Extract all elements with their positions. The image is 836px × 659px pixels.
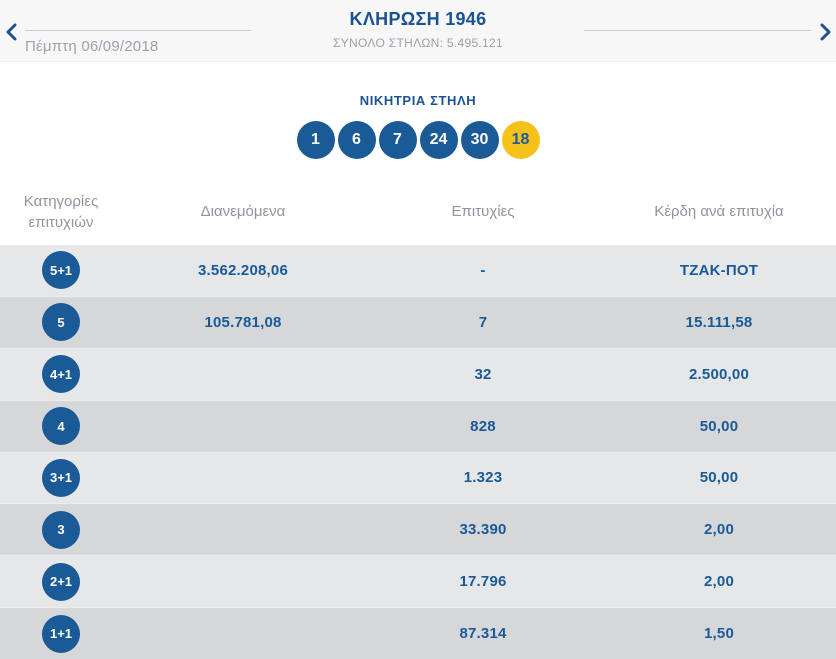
prize-value: 1,50 (704, 625, 734, 643)
winning-numbers: 1 6 7 24 30 18 (0, 121, 836, 159)
category-badge: 1+1 (42, 614, 80, 653)
winners-value: 17.796 (459, 573, 507, 591)
winning-number-ball: 30 (460, 121, 499, 159)
draw-navigation-bar: Πέμπτη 06/09/2018 ΚΛΗΡΩΣΗ 1946 ΣΥΝΟΛΟ ΣΤ… (0, 0, 836, 62)
prize-row-5plus1: 5+1 3.562.208,06 - ΤΖΑΚ-ΠΟΤ (0, 245, 836, 296)
winners-value: - (480, 261, 486, 279)
chevron-right-icon (819, 23, 832, 44)
previous-draw-date: Πέμπτη 06/09/2018 (25, 38, 159, 55)
prize-value: 15.111,58 (685, 313, 753, 331)
category-badge: 2+1 (42, 562, 80, 601)
winners-value: 87.314 (459, 625, 507, 643)
distributed-value: 105.781,08 (204, 313, 282, 331)
col-header-distributed: Διανεμόμενα (200, 203, 286, 221)
prize-row-3: 3 33.390 2,00 (0, 503, 836, 557)
prize-value: 50,00 (699, 417, 739, 435)
prize-value: 2.500,00 (689, 365, 749, 383)
category-badge: 3 (42, 510, 80, 549)
prize-row-1plus1: 1+1 87.314 1,50 (0, 607, 836, 659)
category-badge: 4+1 (42, 355, 80, 394)
previous-draw-button[interactable] (1, 23, 21, 43)
prize-row-4: 4 828 50,00 (0, 399, 836, 453)
prize-value: 2,00 (704, 521, 734, 539)
distributed-value: 3.562.208,06 (198, 261, 288, 279)
prize-table-header: Κατηγορίες επιτυχιών Διανεμόμενα Επιτυχί… (0, 180, 836, 245)
winners-value: 7 (478, 313, 488, 331)
chevron-left-icon (5, 23, 18, 44)
joker-number-ball: 18 (501, 121, 540, 159)
previous-draw-link[interactable]: Πέμπτη 06/09/2018 (25, 30, 251, 55)
winners-value: 33.390 (459, 521, 507, 539)
draw-heading: ΚΛΗΡΩΣΗ 1946 ΣΥΝΟΛΟ ΣΤΗΛΩΝ: 5.495.121 (333, 9, 503, 50)
col-header-winners: Επιτυχίες (451, 203, 515, 221)
category-badge: 4 (42, 407, 80, 446)
prize-value: ΤΖΑΚ-ΠΟΤ (679, 261, 759, 279)
next-draw-link[interactable] (584, 30, 811, 31)
col-header-prize: Κέρδη ανά επιτυχία (654, 203, 784, 221)
prize-row-4plus1: 4+1 32 2.500,00 (0, 348, 836, 400)
prize-row-5: 5 105.781,08 7 15.111,58 (0, 295, 836, 349)
winning-number-ball: 6 (337, 121, 376, 159)
col-header-categories: Κατηγορίες επιτυχιών (23, 193, 99, 231)
category-badge: 5+1 (42, 251, 80, 290)
category-badge: 5 (42, 303, 80, 342)
winning-number-ball: 1 (296, 121, 335, 159)
winning-number-ball: 7 (378, 121, 417, 159)
winning-number-ball: 24 (419, 121, 458, 159)
prize-value: 50,00 (699, 469, 739, 487)
winners-value: 1.323 (463, 469, 503, 487)
draw-title: ΚΛΗΡΩΣΗ 1946 (349, 9, 487, 29)
prize-value: 2,00 (704, 573, 734, 591)
prize-row-3plus1: 3+1 1.323 50,00 (0, 452, 836, 504)
winners-value: 828 (470, 417, 496, 435)
winning-column-section: ΝΙΚΗΤΡΙΑ ΣΤΗΛΗ 1 6 7 24 30 18 (0, 62, 836, 180)
prize-row-2plus1: 2+1 17.796 2,00 (0, 556, 836, 608)
prize-table-body: 5+1 3.562.208,06 - ΤΖΑΚ-ΠΟΤ 5 105.781,08… (0, 245, 836, 659)
winners-value: 32 (474, 365, 492, 383)
winning-column-title: ΝΙΚΗΤΡΙΑ ΣΤΗΛΗ (359, 93, 477, 108)
prize-table: Κατηγορίες επιτυχιών Διανεμόμενα Επιτυχί… (0, 180, 836, 659)
total-columns-label: ΣΥΝΟΛΟ ΣΤΗΛΩΝ: 5.495.121 (333, 36, 503, 50)
next-draw-button[interactable] (815, 23, 835, 43)
category-badge: 3+1 (42, 458, 80, 497)
